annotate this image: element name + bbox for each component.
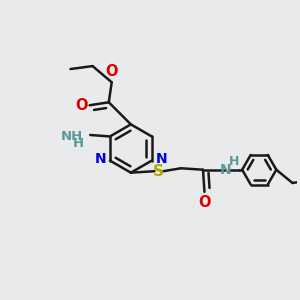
Text: N: N (95, 152, 106, 166)
Text: S: S (153, 164, 164, 179)
Text: O: O (198, 195, 211, 210)
Text: NH: NH (61, 130, 83, 143)
Text: H: H (72, 137, 83, 150)
Text: N: N (155, 152, 167, 166)
Text: H: H (229, 155, 239, 168)
Text: O: O (106, 64, 118, 79)
Text: O: O (75, 98, 87, 113)
Text: N: N (219, 163, 231, 177)
